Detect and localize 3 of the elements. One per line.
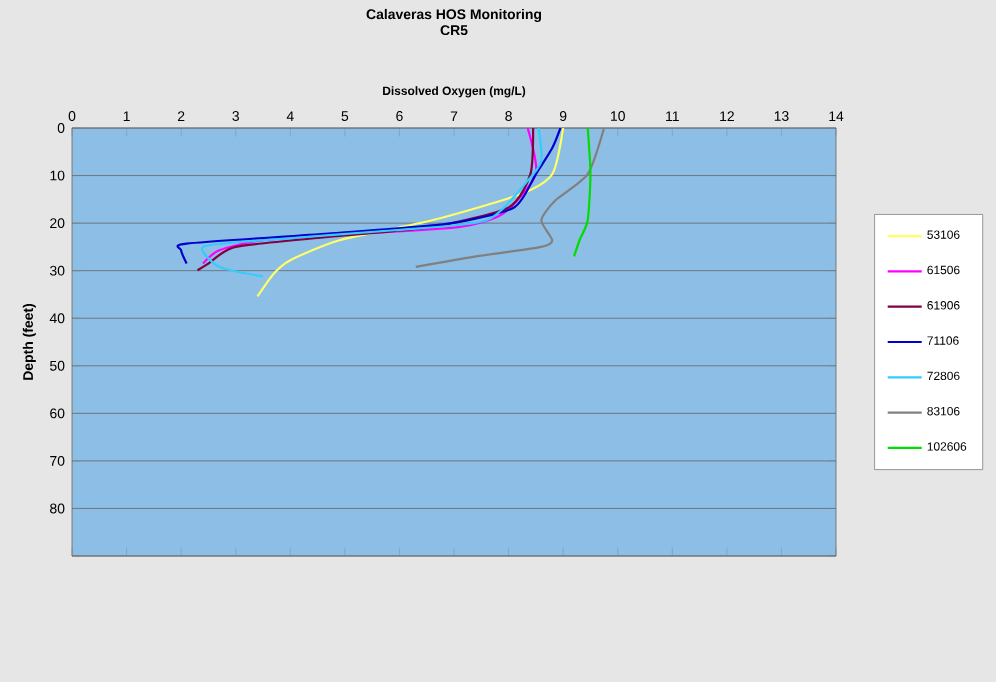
line-series [256, 128, 565, 298]
line-series [572, 128, 592, 258]
line-series [414, 128, 606, 268]
